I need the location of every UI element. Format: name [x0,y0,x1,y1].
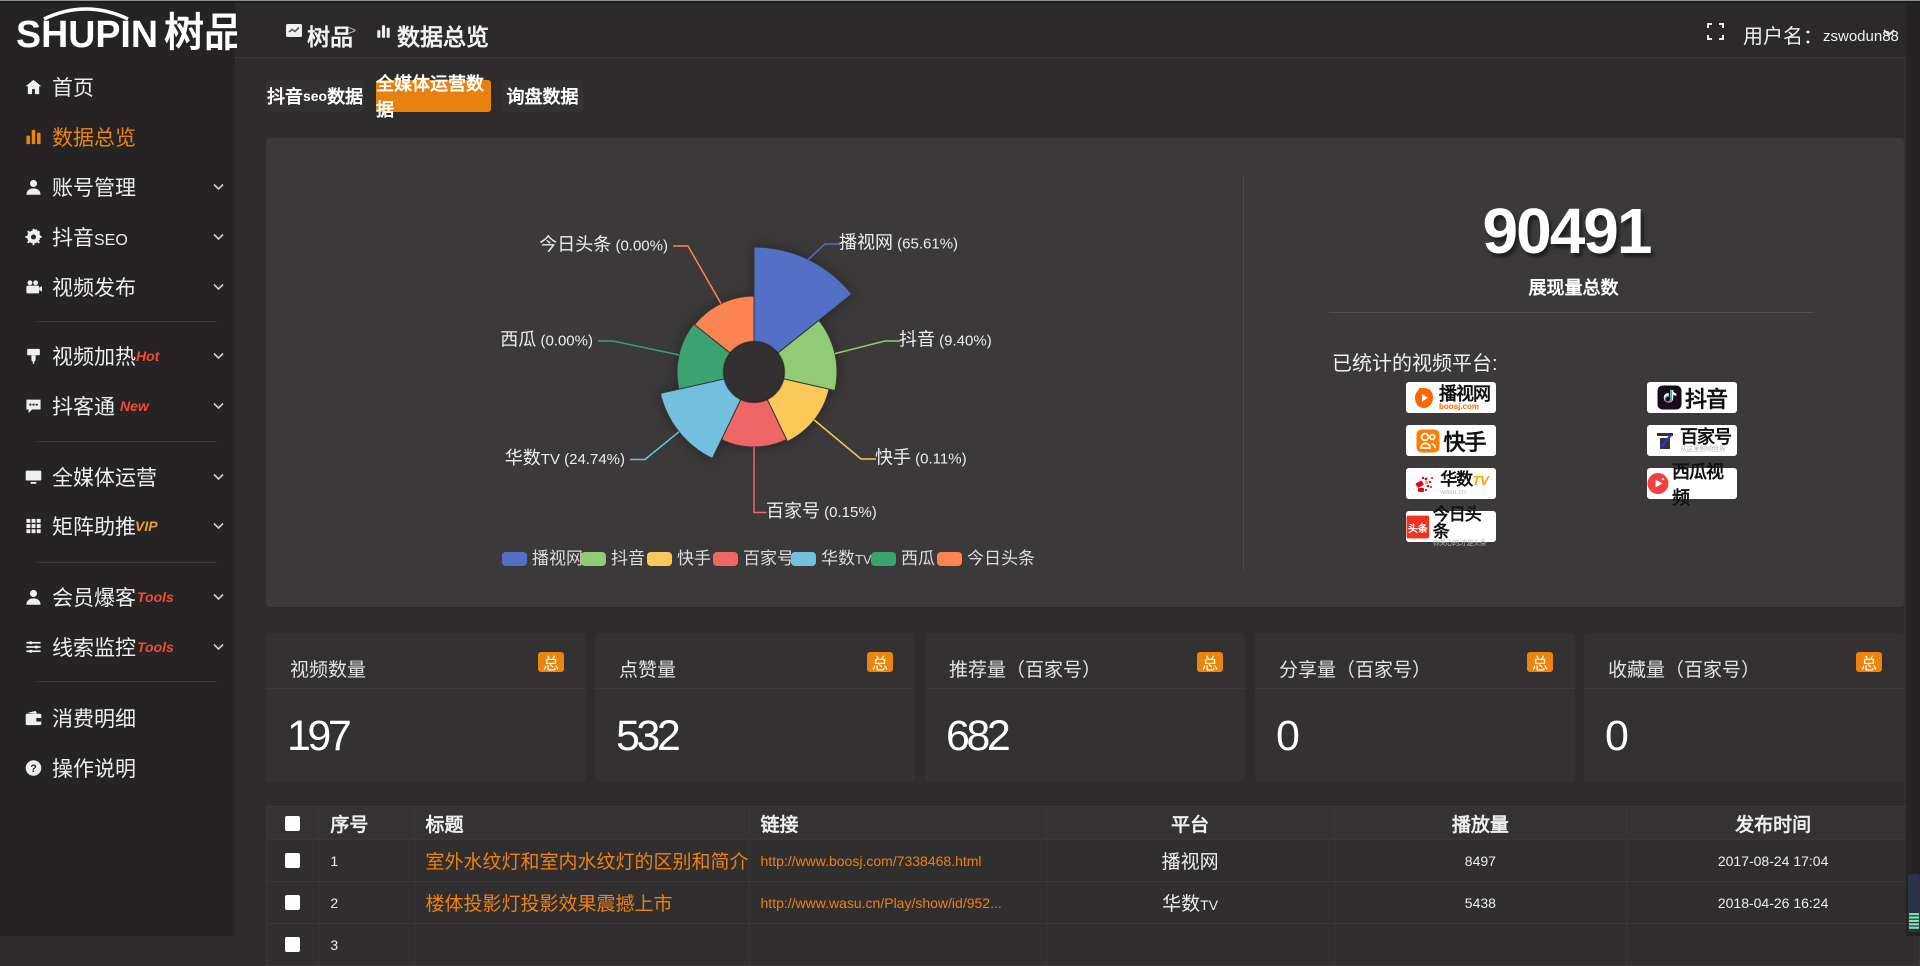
svg-text:今日头条: 今日头条 [967,549,1035,568]
svg-text:百家号 (0.15%): 百家号 (0.15%) [766,501,877,521]
svg-text:今日头条 (0.00%): 今日头条 (0.00%) [539,235,668,255]
svg-text:SHUPIN: SHUPIN [16,14,158,52]
svg-text:百家号: 百家号 [743,549,794,568]
svg-text:播视网 (65.61%): 播视网 (65.61%) [839,233,958,253]
svg-text:快手: 快手 [677,549,711,568]
svg-text:西瓜: 西瓜 [901,549,935,568]
svg-text:快手 (0.11%): 快手 (0.11%) [875,448,967,468]
svg-text:?: ? [30,763,36,775]
svg-text:播视网: 播视网 [532,549,583,568]
svg-text:华数TV (24.74%): 华数TV (24.74%) [505,448,625,468]
svg-text:树品: 树品 [164,11,237,52]
svg-text:抖音: 抖音 [611,549,645,568]
svg-text:抖音 (9.40%): 抖音 (9.40%) [899,330,992,350]
svg-text:西瓜 (0.00%): 西瓜 (0.00%) [500,330,593,350]
svg-text:头条: 头条 [1408,521,1428,534]
svg-text:华数TV: 华数TV [821,549,872,568]
